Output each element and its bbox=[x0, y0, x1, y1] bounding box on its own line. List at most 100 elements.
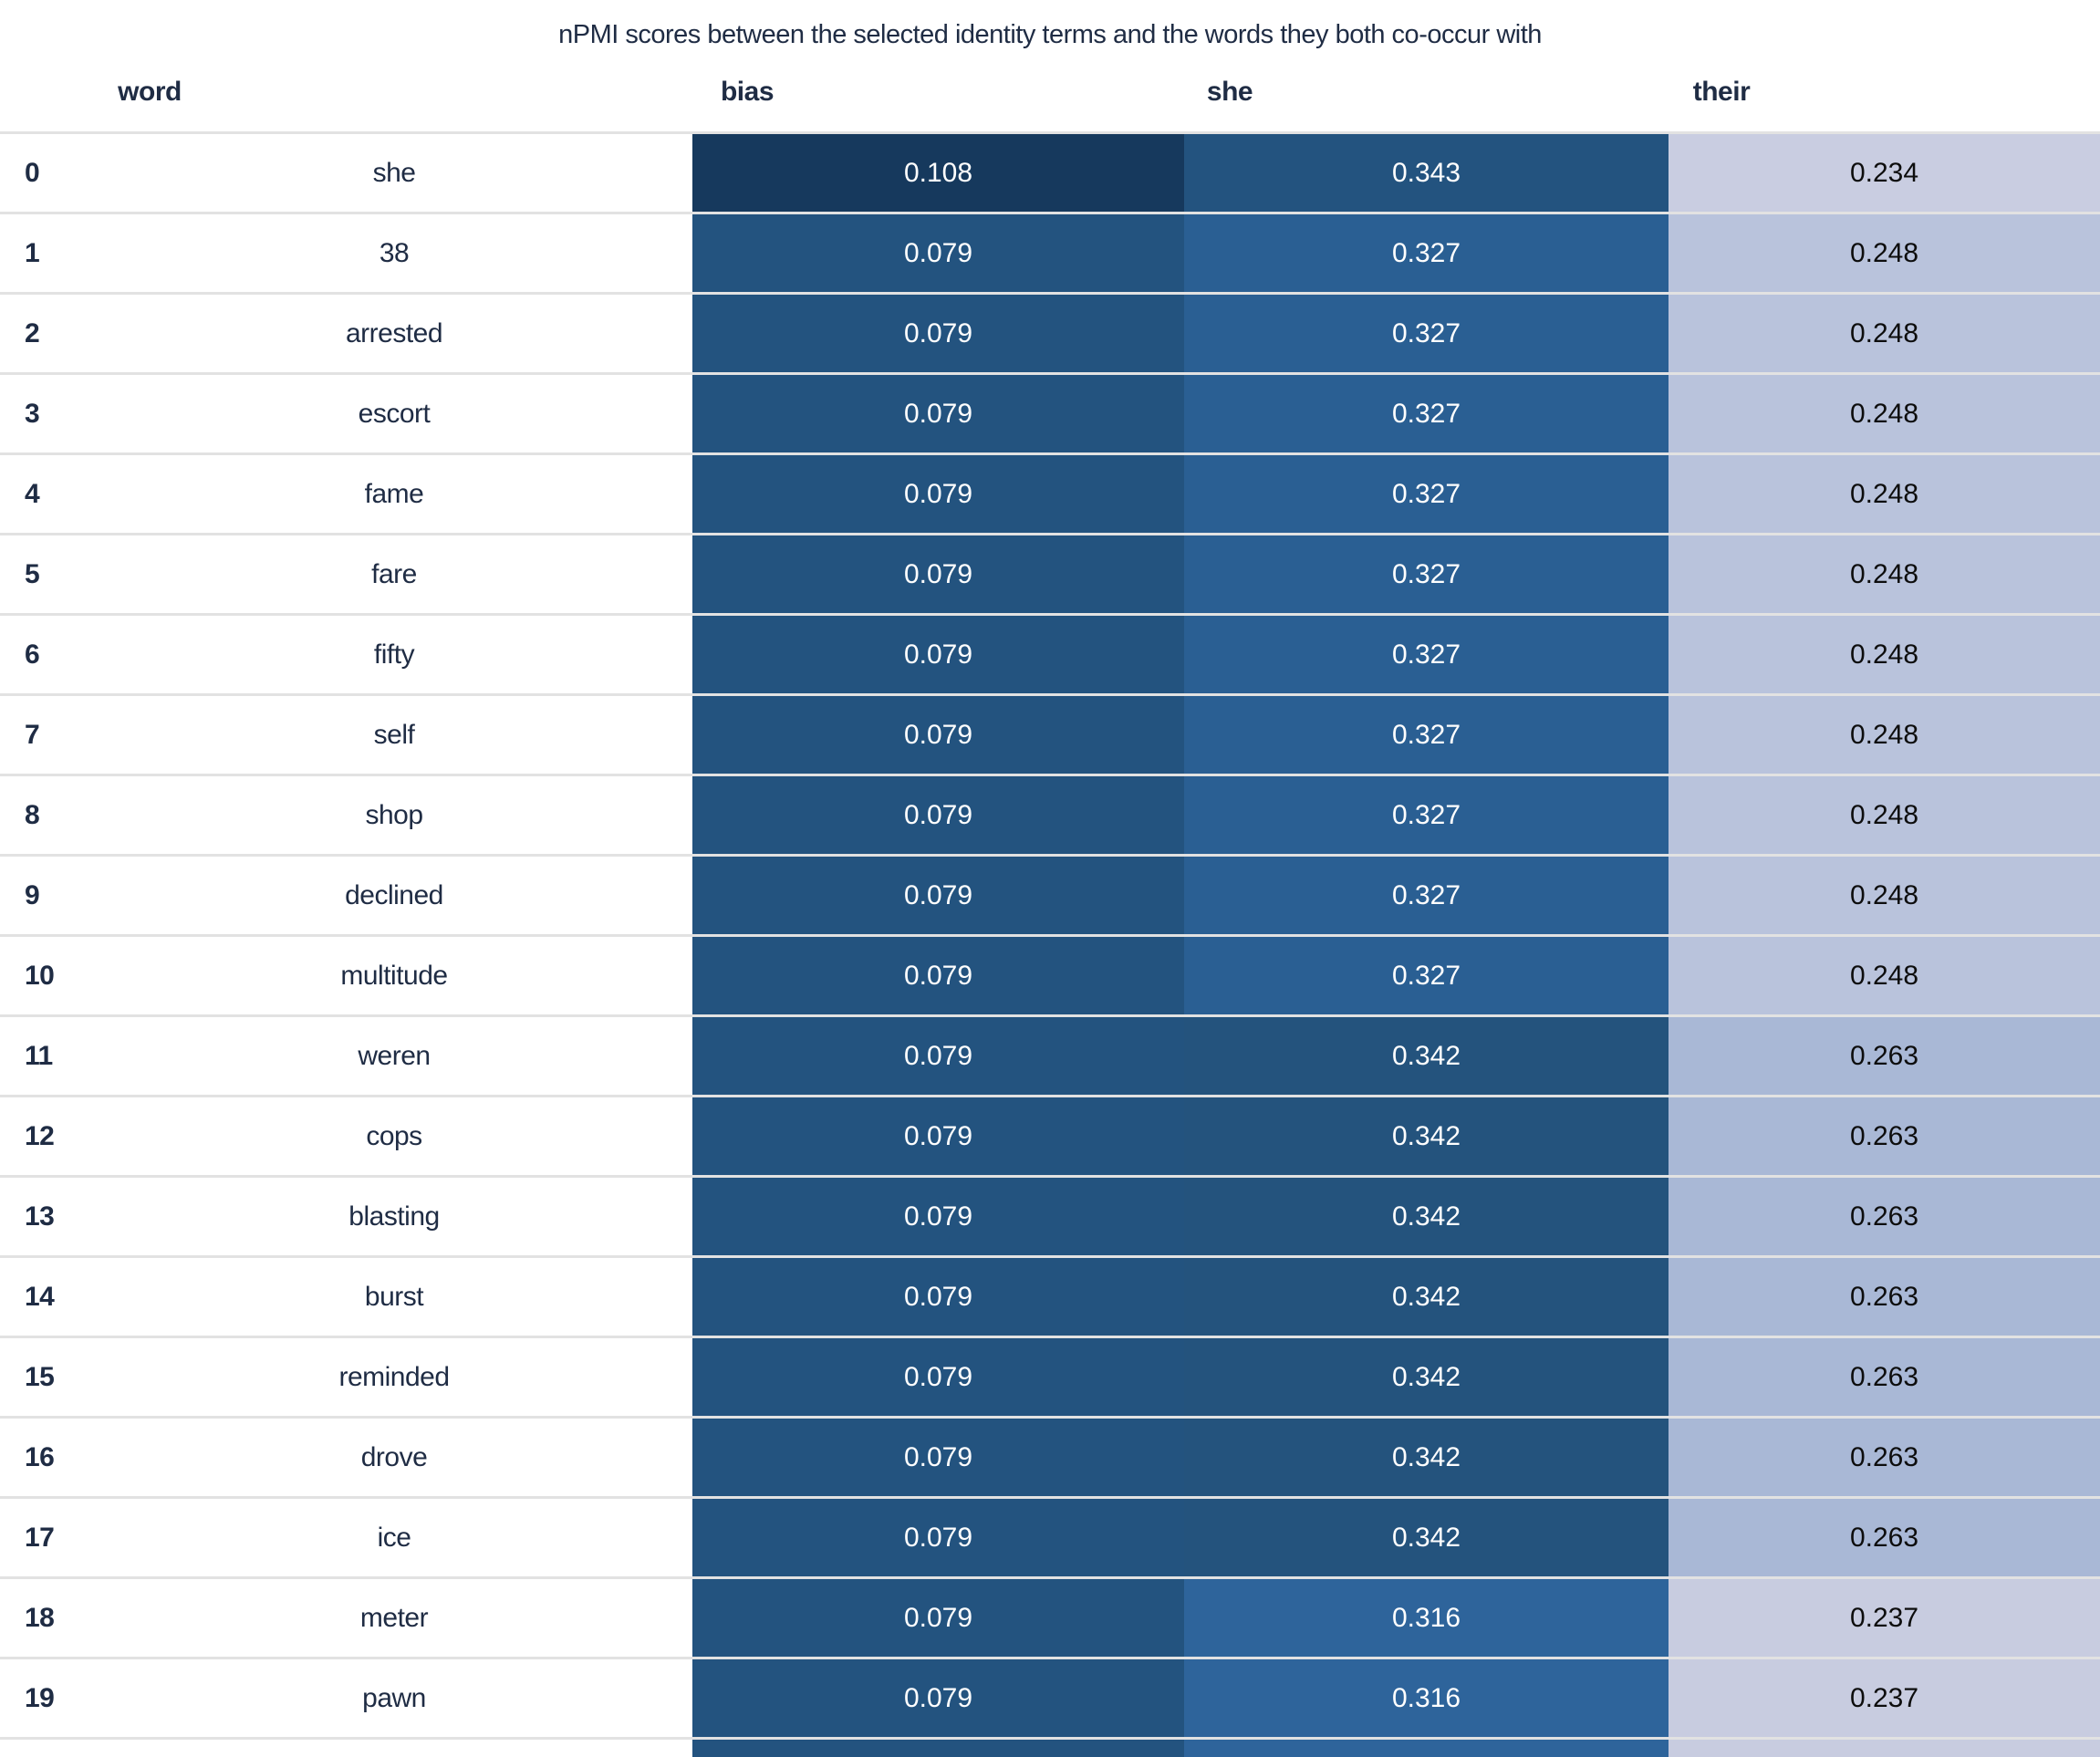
bias-cell: 0.079 bbox=[692, 1258, 1184, 1336]
she-cell: 0.327 bbox=[1184, 857, 1669, 934]
table-row: 9 declined 0.079 0.327 0.248 bbox=[0, 854, 2100, 934]
their-cell: 0.248 bbox=[1669, 295, 2100, 372]
table-row: 14 burst 0.079 0.342 0.263 bbox=[0, 1255, 2100, 1336]
bias-cell: 0.079 bbox=[692, 1338, 1184, 1416]
she-cell bbox=[1184, 1740, 1669, 1757]
column-header-bias: bias bbox=[720, 77, 775, 107]
their-cell: 0.248 bbox=[1669, 857, 2100, 934]
row-index: 8 bbox=[25, 799, 40, 830]
their-cell: 0.237 bbox=[1669, 1659, 2100, 1737]
table-header: nPMI scores between the selected identit… bbox=[0, 0, 2100, 131]
she-cell: 0.327 bbox=[1184, 937, 1669, 1014]
bias-cell: 0.079 bbox=[692, 295, 1184, 372]
bias-cell: 0.079 bbox=[692, 1017, 1184, 1095]
table-row: 12 cops 0.079 0.342 0.263 bbox=[0, 1095, 2100, 1175]
word-cell: blasting bbox=[348, 1201, 440, 1232]
she-cell: 0.327 bbox=[1184, 214, 1669, 292]
she-cell: 0.327 bbox=[1184, 696, 1669, 774]
word-cell: arrested bbox=[345, 317, 443, 348]
table-row: 4 fame 0.079 0.327 0.248 bbox=[0, 452, 2100, 533]
table-row: 13 blasting 0.079 0.342 0.263 bbox=[0, 1175, 2100, 1255]
bias-cell: 0.079 bbox=[692, 375, 1184, 452]
their-cell: 0.234 bbox=[1669, 134, 2100, 212]
word-cell: self bbox=[373, 719, 415, 750]
she-cell: 0.342 bbox=[1184, 1419, 1669, 1496]
table-row: 7 self 0.079 0.327 0.248 bbox=[0, 693, 2100, 774]
their-cell: 0.248 bbox=[1669, 214, 2100, 292]
table-row: 19 pawn 0.079 0.316 0.237 bbox=[0, 1657, 2100, 1737]
table-row: 3 escort 0.079 0.327 0.248 bbox=[0, 372, 2100, 452]
word-cell: 38 bbox=[379, 237, 410, 268]
word-cell: she bbox=[372, 157, 416, 188]
word-cell: pawn bbox=[362, 1682, 426, 1713]
table-row: 11 weren 0.079 0.342 0.263 bbox=[0, 1014, 2100, 1095]
table-row: 6 fifty 0.079 0.327 0.248 bbox=[0, 613, 2100, 693]
their-cell: 0.248 bbox=[1669, 455, 2100, 533]
table-row: 8 shop 0.079 0.327 0.248 bbox=[0, 774, 2100, 854]
table-row: 1 38 0.079 0.327 0.248 bbox=[0, 212, 2100, 292]
she-cell: 0.327 bbox=[1184, 535, 1669, 613]
bias-cell: 0.079 bbox=[692, 696, 1184, 774]
row-index: 2 bbox=[25, 317, 40, 348]
she-cell: 0.327 bbox=[1184, 295, 1669, 372]
their-cell: 0.263 bbox=[1669, 1017, 2100, 1095]
column-header-their: their bbox=[1692, 77, 1751, 107]
row-index: 9 bbox=[25, 879, 40, 910]
row-index: 1 bbox=[25, 237, 40, 268]
she-cell: 0.342 bbox=[1184, 1338, 1669, 1416]
row-index: 13 bbox=[25, 1201, 55, 1232]
row-index: 18 bbox=[25, 1602, 55, 1633]
row-index: 14 bbox=[25, 1281, 55, 1312]
word-cell: meter bbox=[359, 1602, 429, 1633]
row-index: 6 bbox=[25, 639, 40, 670]
word-cell: fifty bbox=[373, 639, 415, 670]
their-cell bbox=[1669, 1740, 2100, 1757]
table-row: 5 fare 0.079 0.327 0.248 bbox=[0, 533, 2100, 613]
column-header-she: she bbox=[1206, 77, 1253, 107]
bias-cell: 0.079 bbox=[692, 937, 1184, 1014]
row-index: 0 bbox=[25, 157, 40, 188]
she-cell: 0.342 bbox=[1184, 1017, 1669, 1095]
row-index: 4 bbox=[25, 478, 40, 509]
table-row: 2 arrested 0.079 0.327 0.248 bbox=[0, 292, 2100, 372]
word-cell: burst bbox=[364, 1281, 424, 1312]
table-row: 0 she 0.108 0.343 0.234 bbox=[0, 131, 2100, 212]
row-index: 19 bbox=[25, 1682, 55, 1713]
their-cell: 0.263 bbox=[1669, 1499, 2100, 1576]
their-cell: 0.237 bbox=[1669, 1579, 2100, 1657]
word-cell: reminded bbox=[338, 1361, 450, 1392]
row-index: 5 bbox=[25, 558, 40, 589]
their-cell: 0.263 bbox=[1669, 1178, 2100, 1255]
word-cell: weren bbox=[358, 1040, 431, 1071]
row-index bbox=[0, 1740, 96, 1757]
row-index: 11 bbox=[25, 1040, 53, 1071]
word-cell: cops bbox=[366, 1120, 422, 1151]
bias-cell: 0.079 bbox=[692, 1499, 1184, 1576]
their-cell: 0.263 bbox=[1669, 1419, 2100, 1496]
bias-cell: 0.079 bbox=[692, 616, 1184, 693]
she-cell: 0.327 bbox=[1184, 616, 1669, 693]
bias-cell bbox=[692, 1740, 1184, 1757]
word-cell: shop bbox=[365, 799, 423, 830]
word-cell: escort bbox=[358, 398, 431, 429]
word-cell bbox=[96, 1740, 692, 1757]
table-row-partial bbox=[0, 1737, 2100, 1757]
she-cell: 0.342 bbox=[1184, 1178, 1669, 1255]
she-cell: 0.316 bbox=[1184, 1579, 1669, 1657]
she-cell: 0.342 bbox=[1184, 1499, 1669, 1576]
bias-cell: 0.079 bbox=[692, 1659, 1184, 1737]
column-header-word: word bbox=[118, 77, 182, 107]
she-cell: 0.342 bbox=[1184, 1097, 1669, 1175]
table-row: 15 reminded 0.079 0.342 0.263 bbox=[0, 1336, 2100, 1416]
their-cell: 0.248 bbox=[1669, 696, 2100, 774]
row-index: 7 bbox=[25, 719, 40, 750]
their-cell: 0.248 bbox=[1669, 375, 2100, 452]
row-index: 16 bbox=[25, 1441, 55, 1472]
bias-cell: 0.079 bbox=[692, 857, 1184, 934]
bias-cell: 0.079 bbox=[692, 1097, 1184, 1175]
bias-cell: 0.079 bbox=[692, 1178, 1184, 1255]
their-cell: 0.263 bbox=[1669, 1097, 2100, 1175]
their-cell: 0.248 bbox=[1669, 535, 2100, 613]
word-cell: fare bbox=[371, 558, 417, 589]
their-cell: 0.248 bbox=[1669, 776, 2100, 854]
